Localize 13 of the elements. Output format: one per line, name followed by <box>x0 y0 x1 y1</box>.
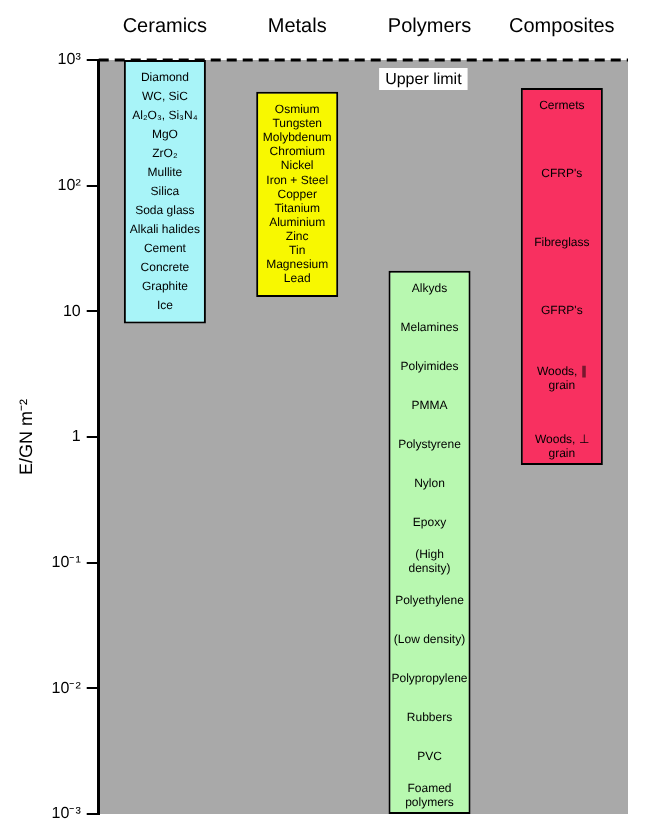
y-tick-label: 10 <box>62 301 82 320</box>
ref-line-label: Upper limit <box>385 70 464 89</box>
y-tick-label: 10⁻² <box>51 678 82 697</box>
x-tick-label: Metals <box>267 15 327 38</box>
x-tick-label: Polymers <box>387 15 472 38</box>
y-axis-title: E/GN m⁻² <box>15 399 36 475</box>
y-tick-label: 10² <box>57 176 82 195</box>
x-tick-label: Ceramics <box>122 15 208 38</box>
x-tick-label: Composites <box>509 15 615 38</box>
y-tick-label: 10⁻³ <box>51 804 82 823</box>
y-tick-label: 10³ <box>57 50 82 69</box>
y-tick-label: 1 <box>71 427 82 446</box>
y-tick-label: 10⁻¹ <box>51 553 82 572</box>
